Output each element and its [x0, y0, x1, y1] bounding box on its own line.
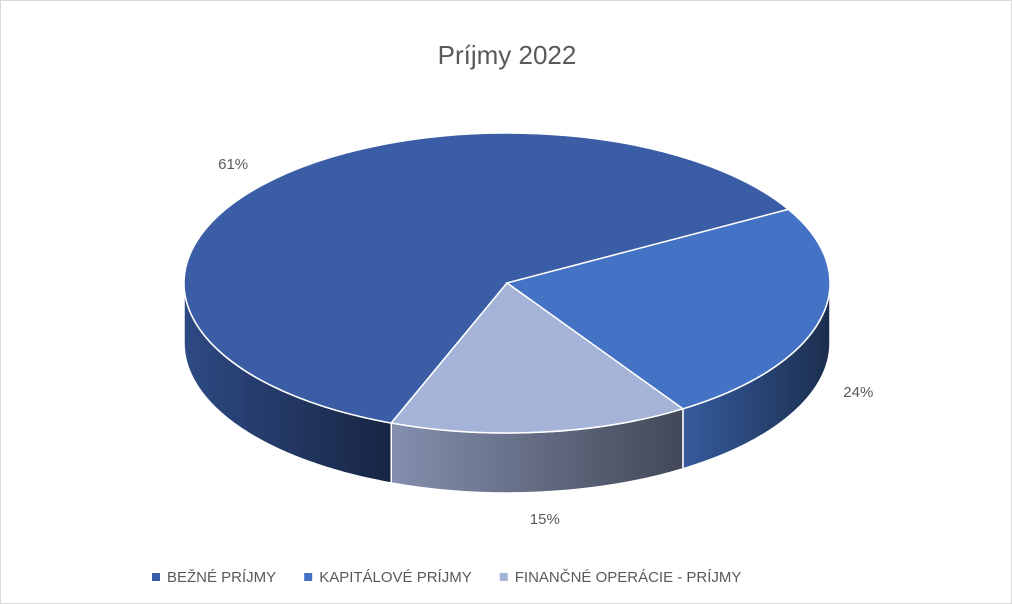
data-label: 61% — [218, 156, 248, 173]
legend-swatch — [304, 573, 313, 581]
legend-label: FINANČNÉ OPERÁCIE - PRÍJMY — [515, 569, 742, 586]
slice — [505, 208, 831, 410]
legend-label: BEŽNÉ PRÍJMY — [167, 569, 276, 586]
data-label: 24% — [843, 384, 873, 401]
legend-swatch — [152, 573, 160, 581]
legend-label: KAPITÁLOVÉ PRÍJMY — [319, 569, 472, 586]
slice — [183, 132, 791, 424]
data-label: 15% — [530, 511, 560, 528]
legend-swatch — [499, 573, 508, 581]
chart-title: Príjmy 2022 — [438, 40, 577, 70]
slice — [389, 281, 685, 434]
